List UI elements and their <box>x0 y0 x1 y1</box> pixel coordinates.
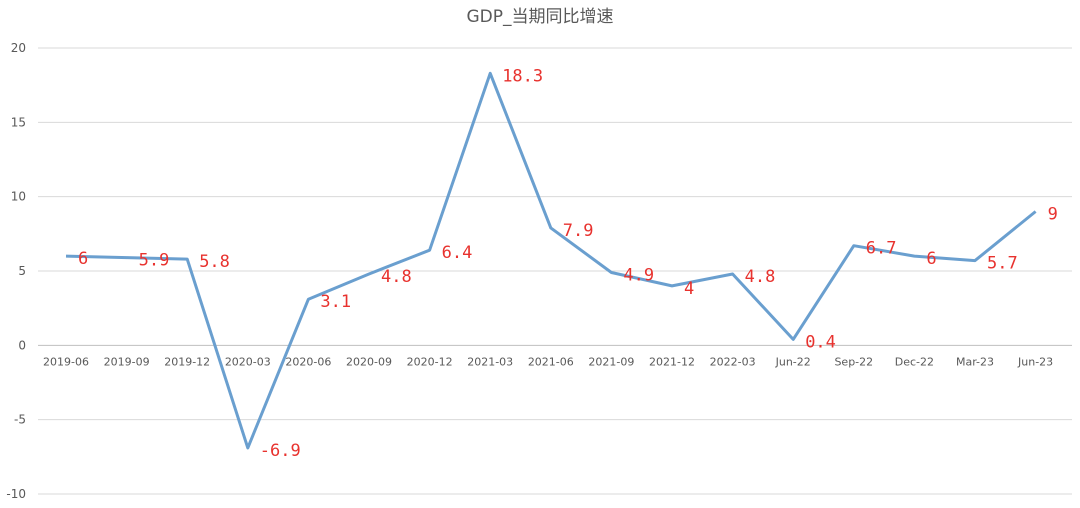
x-tick-label: Mar-23 <box>956 355 994 368</box>
data-label: 5.7 <box>987 254 1018 274</box>
data-label: 18.3 <box>502 66 543 86</box>
data-label: 5.9 <box>139 251 170 271</box>
data-label: -6.9 <box>260 441 301 461</box>
y-tick-label: 0 <box>18 338 26 352</box>
data-label: 4.9 <box>623 265 654 285</box>
data-label: 6 <box>926 249 936 269</box>
data-label: 7.9 <box>563 221 594 241</box>
data-label: 4.8 <box>745 267 776 287</box>
x-tick-label: 2019-06 <box>43 355 89 368</box>
data-label: 4.8 <box>381 267 412 287</box>
x-tick-label: Sep-22 <box>834 355 873 368</box>
x-tick-label: 2020-06 <box>285 355 331 368</box>
data-labels: 6 5.9 5.8 -6.9 3.1 4.8 6.4 18.3 7.9 4.9 4 4.8 0.4 6.7… <box>78 66 1058 461</box>
x-tick-label: 2022-03 <box>710 355 756 368</box>
data-label: 9 <box>1048 205 1058 225</box>
data-label: 4 <box>684 279 694 299</box>
x-tick-label: 2021-03 <box>467 355 513 368</box>
x-tick-label: Jun-22 <box>775 355 811 368</box>
y-tick-label: -10 <box>6 487 26 501</box>
x-tick-label: 2020-03 <box>225 355 271 368</box>
x-tick-label: 2021-12 <box>649 355 695 368</box>
grid-lines <box>38 47 1072 495</box>
chart-title: GDP_当期同比增速 <box>466 7 613 27</box>
data-label: 5.8 <box>199 252 230 272</box>
x-tick-label: 2021-06 <box>528 355 574 368</box>
x-tick-label: 2019-12 <box>164 355 210 368</box>
y-tick-label: -5 <box>14 413 26 427</box>
data-label: 6 <box>78 249 88 269</box>
x-tick-label: Dec-22 <box>895 355 934 368</box>
x-axis-ticks: 2019-06 2019-09 2019-12 2020-03 2020-06 2020-… <box>43 355 1053 368</box>
x-tick-label: 2021-09 <box>588 355 634 368</box>
y-tick-label: 15 <box>11 115 26 129</box>
data-label: 6.4 <box>442 243 473 263</box>
y-tick-label: 10 <box>11 190 26 204</box>
y-tick-label: 20 <box>11 41 26 55</box>
x-tick-label: 2019-09 <box>104 355 150 368</box>
data-label: 6.7 <box>866 239 897 259</box>
x-tick-label: Jun-23 <box>1017 355 1053 368</box>
x-tick-label: 2020-12 <box>407 355 453 368</box>
series-line <box>65 71 1037 450</box>
data-label: 3.1 <box>320 292 351 312</box>
x-tick-label: 2020-09 <box>346 355 392 368</box>
y-tick-label: 5 <box>18 264 26 278</box>
y-axis-ticks: 20 15 10 5 0 -5 -10 <box>6 41 26 501</box>
data-label: 0.4 <box>805 332 836 352</box>
